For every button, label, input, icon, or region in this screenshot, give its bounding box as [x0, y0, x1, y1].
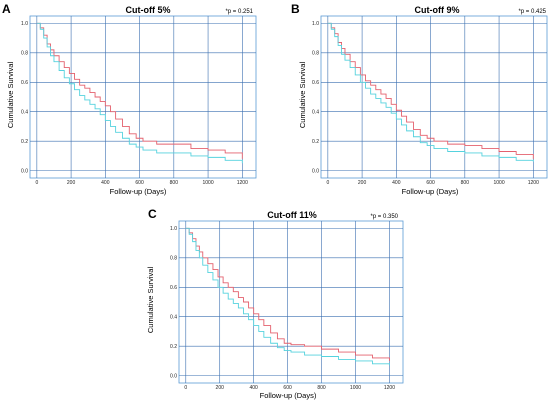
- panel-b-xlabel: Follow-up (Days): [402, 187, 459, 196]
- panel-b-ytick-label: 0.2: [312, 139, 319, 145]
- panel-c-xtick-label: 800: [317, 385, 326, 391]
- panel-c-series-2-line: [185, 227, 390, 366]
- panel-c-ylabel: Cumulative Survival: [146, 267, 155, 334]
- panel-c-plot: 0 200 400 600 800 1000 1200 0.0 0.2 0.4 0.6 0.8 1.0: [170, 220, 404, 391]
- panel-c-series-1-line: [185, 227, 390, 361]
- panel-b-ytick-label: 0.4: [312, 109, 319, 115]
- panel-a-xtick-label: 800: [170, 180, 179, 186]
- panel-c-ytick-label: 0.4: [170, 314, 177, 320]
- panel-c-xtick-label: 200: [216, 385, 225, 391]
- panel-b-pvalue: *p = 0.425: [518, 9, 546, 15]
- panel-b-xtick-label: 0: [326, 180, 329, 186]
- panel-a-xlabel: Follow-up (Days): [110, 187, 167, 196]
- panel-b-ytick-label: 0.0: [312, 168, 319, 174]
- panel-a-ytick-label: 0.8: [21, 51, 28, 57]
- panel-b-xtick-label: 400: [392, 180, 401, 186]
- panel-b-frame: [320, 15, 548, 179]
- panel-c-pvalue: *p = 0.350: [370, 214, 398, 220]
- panel-b-series-1-line: [327, 22, 534, 159]
- panel-c-xtick-label: 600: [283, 385, 292, 391]
- panel-a-xtick-label: 1200: [237, 180, 248, 186]
- panel-b-xtick-label: 200: [358, 180, 367, 186]
- panel-b-letter: B: [291, 2, 300, 16]
- panel-c-xtick-label: 400: [249, 385, 258, 391]
- panel-a-ytick-label: 0.2: [21, 139, 28, 145]
- panel-c-xtick-label: 1000: [350, 385, 361, 391]
- panel-b-xtick-label: 600: [426, 180, 435, 186]
- panel-a-series-1-line: [36, 22, 243, 159]
- panel-b-ylabel: Cumulative Survival: [298, 62, 307, 129]
- panel-a: A Cut-off 5% *p = 0.251 0 200 400 600 800 100…: [2, 2, 257, 196]
- panel-c-xlabel: Follow-up (Days): [260, 391, 317, 400]
- panel-b-xtick-label: 800: [461, 180, 470, 186]
- panel-a-plot: 0 200 400 600 800 1000 1200 0.0 0.2 0.4 0.6 0.8 1.0: [21, 15, 257, 186]
- panel-b-plot: 0 200 400 600 800 1000 1200 0.0 0.2 0.4 0.6 0.8 1.0: [312, 15, 548, 186]
- panel-a-xtick-label: 1000: [202, 180, 213, 186]
- panel-b-ytick-label: 0.6: [312, 80, 319, 86]
- panel-c-ytick-label: 0.8: [170, 256, 177, 262]
- panel-a-xtick-label: 600: [135, 180, 144, 186]
- panel-c-ytick-label: 1.0: [170, 226, 177, 232]
- panel-a-pvalue: *p = 0.251: [225, 9, 253, 15]
- panel-c: C Cut-off 11% *p = 0.350 0 200 400 600 800 10…: [146, 207, 404, 400]
- panel-a-ytick-label: 1.0: [21, 21, 28, 27]
- panel-a-ytick-label: 0.0: [21, 168, 28, 174]
- panel-a-ytick-label: 0.6: [21, 80, 28, 86]
- panel-b-title: Cut-off 9%: [415, 5, 460, 15]
- panel-a-ytick-label: 0.4: [21, 109, 28, 115]
- panel-a-title: Cut-off 5%: [126, 5, 171, 15]
- panel-b-ytick-label: 1.0: [312, 21, 319, 27]
- panel-a-xtick-label: 400: [101, 180, 110, 186]
- panel-b-xtick-label: 1200: [528, 180, 539, 186]
- panel-c-ytick-label: 0.6: [170, 285, 177, 291]
- panel-b-series-2-line: [327, 22, 534, 162]
- panel-b-xtick-label: 1000: [493, 180, 504, 186]
- panel-c-letter: C: [148, 207, 157, 221]
- panel-c-xtick-label: 0: [184, 385, 187, 391]
- panel-b-ytick-label: 0.8: [312, 51, 319, 57]
- panel-a-frame: [29, 15, 257, 179]
- panel-b: B Cut-off 9% *p = 0.425 0 200 400 600 800 100…: [291, 2, 548, 196]
- panel-a-letter: A: [2, 2, 11, 16]
- panel-a-xtick-label: 200: [67, 180, 76, 186]
- panel-a-ylabel: Cumulative Survival: [6, 62, 15, 129]
- panel-c-xtick-label: 1200: [384, 385, 395, 391]
- panel-c-frame: [178, 220, 404, 384]
- panel-c-ytick-label: 0.2: [170, 344, 177, 350]
- panel-a-series-2-line: [36, 22, 243, 164]
- panel-c-ytick-label: 0.0: [170, 373, 177, 379]
- panel-c-title: Cut-off 11%: [267, 210, 317, 220]
- panel-a-xtick-label: 0: [35, 180, 38, 186]
